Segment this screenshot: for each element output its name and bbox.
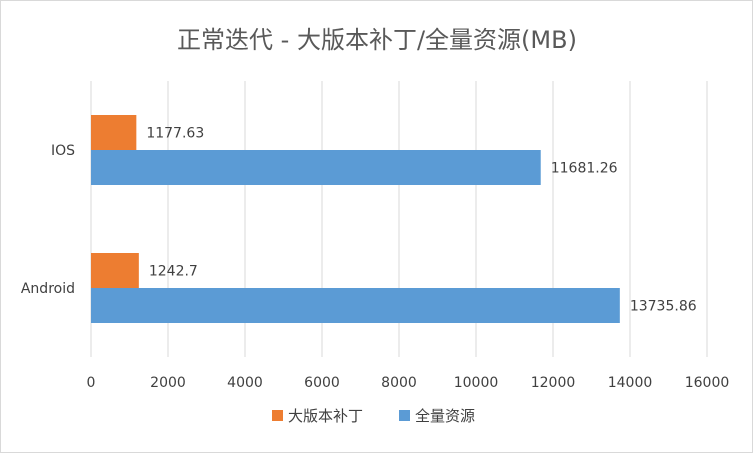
gridlines	[90, 81, 708, 357]
bar-full	[91, 288, 620, 323]
data-label: 1242.7	[149, 264, 198, 280]
x-tick-label: 4000	[227, 375, 263, 391]
y-axis-categories: IOS Android	[21, 143, 75, 297]
legend-label: 大版本补丁	[288, 407, 363, 425]
legend: 大版本补丁 全量资源	[272, 407, 475, 425]
x-tick-label: 12000	[531, 375, 576, 391]
x-tick-label: 6000	[304, 375, 340, 391]
data-label: 1177.63	[146, 126, 204, 142]
legend-label: 全量资源	[415, 407, 475, 425]
data-labels: 1177.63 11681.26 1242.7 13735.86	[146, 126, 696, 315]
category-label: IOS	[51, 143, 75, 159]
x-axis-ticks: 0 2000 4000 6000 8000 10000 12000 14000 16000	[87, 375, 730, 391]
x-tick-label: 0	[87, 375, 96, 391]
bars	[91, 115, 620, 323]
data-label: 11681.26	[551, 161, 618, 177]
legend-swatch	[399, 410, 410, 421]
x-tick-label: 2000	[150, 375, 186, 391]
legend-swatch	[272, 410, 283, 421]
bar-patch	[91, 115, 137, 150]
x-tick-label: 14000	[608, 375, 653, 391]
data-label: 13735.86	[630, 299, 697, 315]
x-tick-label: 8000	[381, 375, 417, 391]
x-tick-label: 10000	[454, 375, 499, 391]
bar-patch	[91, 253, 139, 288]
chart-title: 正常迭代 - 大版本补丁/全量资源(MB)	[177, 26, 577, 54]
bar-full	[91, 150, 541, 185]
x-tick-label: 16000	[685, 375, 730, 391]
category-label: Android	[21, 281, 75, 297]
